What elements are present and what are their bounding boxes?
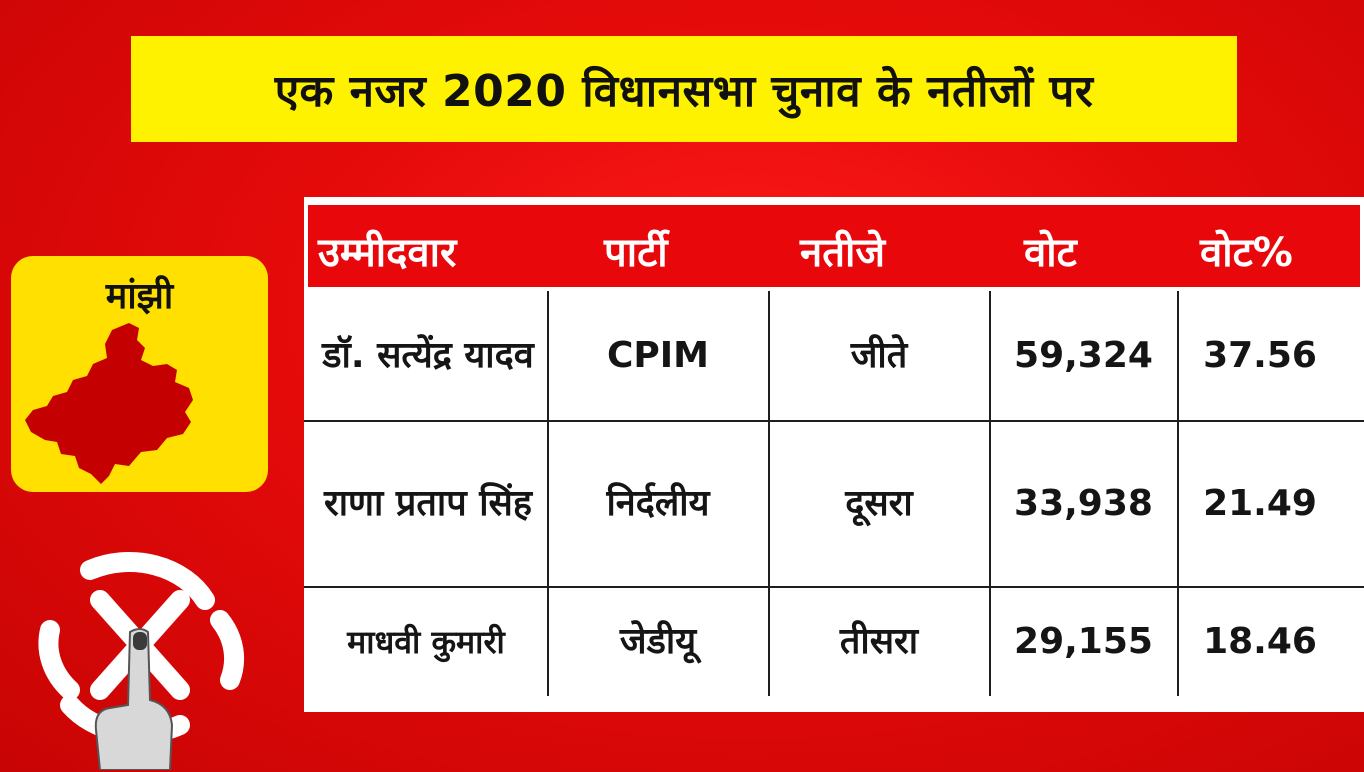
column-divider: [989, 291, 991, 696]
party-name: निर्दलीय: [606, 483, 710, 524]
constituency-map-icon: [25, 323, 193, 484]
vote-count: 29,155: [1014, 621, 1153, 662]
result-status: जीते: [850, 334, 908, 376]
election-commission-swastik-logo: [38, 552, 244, 770]
results-table: उम्मीदवार पार्टी नतीजे वोट वोट% डॉ. सत्य…: [304, 197, 1364, 712]
vote-percentage: 21.49: [1203, 483, 1317, 524]
column-divider: [1177, 291, 1179, 696]
vote-count: 59,324: [1014, 334, 1153, 376]
vote-percentage: 18.46: [1203, 621, 1317, 662]
column-divider: [547, 291, 549, 696]
table-header: उम्मीदवार पार्टी नतीजे वोट वोट%: [308, 205, 1360, 287]
constituency-card: मांझी: [11, 256, 268, 492]
party-name: CPIM: [606, 334, 710, 376]
page-title: एक नजर 2020 विधानसभा चुनाव के नतीजों पर: [274, 66, 1094, 117]
constituency-name: मांझी: [105, 276, 174, 317]
row-divider: [304, 586, 1364, 588]
party-name: जेडीयू: [619, 621, 697, 662]
result-status: तीसरा: [839, 621, 919, 662]
header-votes: वोट: [1024, 230, 1077, 276]
candidate-name: डॉ. सत्येंद्र यादव: [322, 334, 534, 376]
table-row: राणा प्रताप सिंह निर्दलीय दूसरा 33,938 2…: [304, 422, 1364, 586]
table-row: माधवी कुमारी जेडीयू तीसरा 29,155 18.46: [304, 588, 1364, 696]
header-candidate: उम्मीदवार: [318, 230, 457, 276]
table-row: डॉ. सत्येंद्र यादव CPIM जीते 59,324 37.5…: [304, 291, 1364, 420]
header-party: पार्टी: [604, 230, 668, 276]
result-status: दूसरा: [845, 483, 913, 524]
vote-count: 33,938: [1014, 483, 1153, 524]
title-banner: एक नजर 2020 विधानसभा चुनाव के नतीजों पर: [131, 36, 1237, 142]
row-divider: [304, 420, 1364, 422]
header-vote-pct: वोट%: [1200, 230, 1293, 276]
vote-percentage: 37.56: [1203, 334, 1317, 376]
candidate-name: माधवी कुमारी: [347, 623, 505, 661]
column-divider: [768, 291, 770, 696]
header-result: नतीजे: [800, 230, 886, 276]
candidate-name: राणा प्रताप सिंह: [323, 483, 533, 524]
